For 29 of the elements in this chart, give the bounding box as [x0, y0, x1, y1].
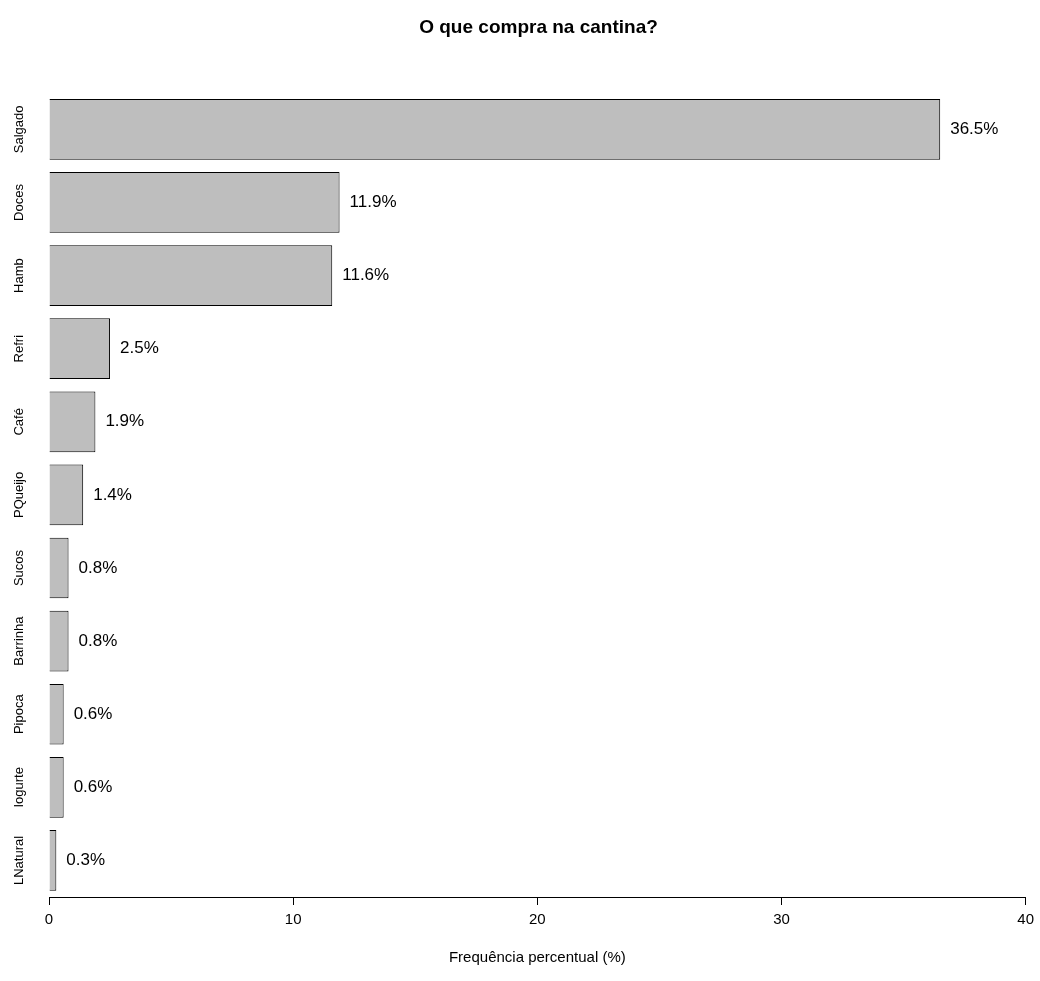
y-tick-label: Pipoca — [10, 693, 26, 735]
x-axis-title: Frequência percentual (%) — [448, 948, 626, 966]
data-label: 1.9% — [105, 411, 145, 431]
x-tick-label: 30 — [773, 910, 790, 928]
data-label: 0.6% — [73, 703, 113, 723]
y-tick-label: Sucos — [10, 549, 26, 587]
x-tick-label: 20 — [528, 910, 546, 928]
chart-title: O que compra na cantina? — [419, 15, 658, 37]
data-label: 0.6% — [73, 777, 113, 797]
data-label: 36.5% — [950, 119, 999, 139]
data-label: 11.9% — [349, 192, 397, 212]
y-tick-label: LNatural — [10, 835, 26, 886]
y-tick-label: Hamb — [10, 258, 26, 293]
y-tick-label: PQueijo — [10, 471, 26, 519]
x-tick-label: 0 — [44, 910, 54, 928]
x-tick-label: 10 — [284, 910, 302, 928]
data-label: 0.8% — [78, 557, 118, 577]
data-label: 11.6% — [342, 265, 390, 285]
y-tick-label: Iogurte — [10, 767, 26, 808]
data-label: 2.5% — [120, 338, 159, 358]
data-label: 0.8% — [78, 630, 118, 650]
data-label: 0.3% — [66, 850, 106, 870]
data-label: 1.4% — [93, 484, 132, 504]
y-tick-label: Café — [10, 408, 26, 436]
x-tick-label: 40 — [1017, 910, 1034, 928]
y-tick-label: Refri — [10, 334, 26, 363]
y-tick-label: Barrinha — [10, 615, 26, 666]
y-tick-label: Doces — [10, 183, 26, 221]
y-tick-label: Salgado — [10, 105, 26, 154]
